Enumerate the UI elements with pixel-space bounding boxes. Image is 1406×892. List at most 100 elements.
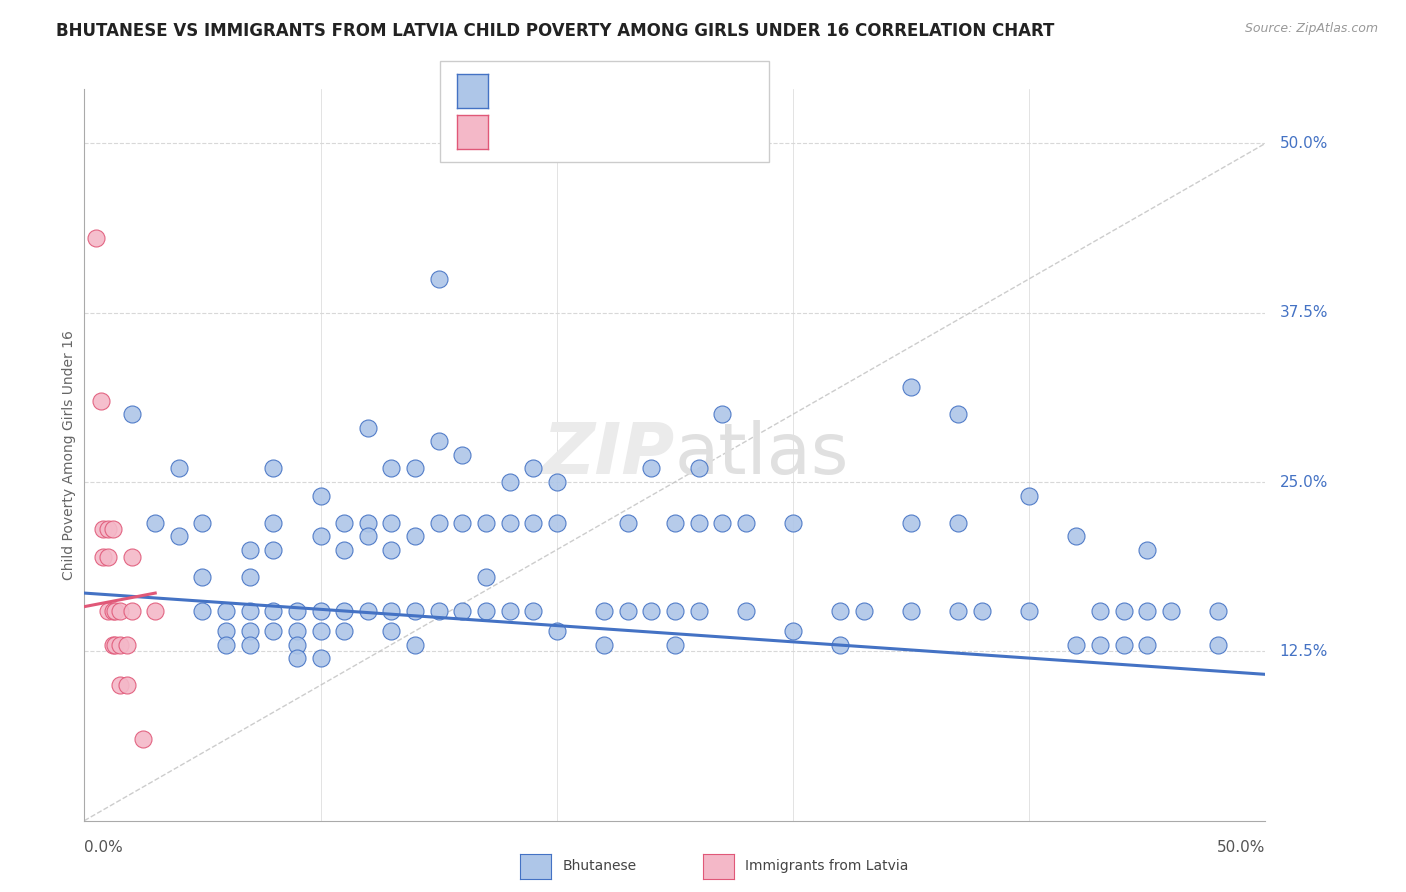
Point xyxy=(1088,604,1111,618)
Point xyxy=(215,604,238,618)
Point xyxy=(522,461,544,475)
Point xyxy=(91,523,114,537)
Point xyxy=(1160,604,1182,618)
Point xyxy=(101,523,124,537)
Point xyxy=(357,604,380,618)
Point xyxy=(711,407,734,421)
Point xyxy=(104,604,127,618)
Point xyxy=(546,624,568,638)
Point xyxy=(97,549,120,564)
Point xyxy=(830,604,852,618)
Point xyxy=(132,732,155,747)
Point xyxy=(948,407,970,421)
Point xyxy=(104,638,127,652)
Point xyxy=(191,570,214,584)
Text: 50.0%: 50.0% xyxy=(1218,840,1265,855)
Point xyxy=(239,638,262,652)
Point xyxy=(215,638,238,652)
Point xyxy=(285,604,308,618)
Point xyxy=(1206,604,1229,618)
Point xyxy=(782,624,804,638)
Point xyxy=(121,549,143,564)
Point xyxy=(734,604,756,618)
Point xyxy=(143,604,166,618)
Point xyxy=(97,604,120,618)
Point xyxy=(167,461,190,475)
Point xyxy=(309,651,332,665)
Point xyxy=(333,604,356,618)
Point xyxy=(285,651,308,665)
Point xyxy=(404,461,426,475)
Point xyxy=(522,516,544,530)
Point xyxy=(239,624,262,638)
Point xyxy=(498,475,520,489)
Text: 25.0%: 25.0% xyxy=(1279,475,1327,490)
Point xyxy=(451,448,474,462)
Point xyxy=(121,604,143,618)
Point xyxy=(239,604,262,618)
Point xyxy=(475,604,498,618)
Point xyxy=(475,570,498,584)
Point xyxy=(593,638,616,652)
Point xyxy=(309,529,332,543)
Point xyxy=(664,516,686,530)
Point xyxy=(380,624,402,638)
Point xyxy=(357,421,380,435)
Point xyxy=(427,516,450,530)
Point xyxy=(1136,604,1159,618)
Point xyxy=(191,604,214,618)
Point xyxy=(262,624,284,638)
Point xyxy=(380,604,402,618)
Point xyxy=(309,489,332,503)
Point xyxy=(333,542,356,557)
Point xyxy=(970,604,993,618)
Point xyxy=(593,604,616,618)
Point xyxy=(121,407,143,421)
Point xyxy=(91,549,114,564)
Point xyxy=(734,516,756,530)
Point xyxy=(664,604,686,618)
Point xyxy=(711,516,734,530)
Point xyxy=(522,604,544,618)
Text: Bhutanese: Bhutanese xyxy=(562,859,637,873)
Point xyxy=(830,638,852,652)
Point xyxy=(215,624,238,638)
Text: ZIP: ZIP xyxy=(543,420,675,490)
Point xyxy=(108,604,131,618)
Point xyxy=(357,516,380,530)
Point xyxy=(475,516,498,530)
Point xyxy=(498,516,520,530)
Point xyxy=(191,516,214,530)
Point xyxy=(640,461,662,475)
Point xyxy=(688,461,710,475)
Point xyxy=(285,624,308,638)
Point xyxy=(1112,638,1135,652)
Text: Source: ZipAtlas.com: Source: ZipAtlas.com xyxy=(1244,22,1378,36)
Text: 50.0%: 50.0% xyxy=(1279,136,1327,151)
Point xyxy=(143,516,166,530)
Point xyxy=(357,529,380,543)
Point xyxy=(451,604,474,618)
Text: Immigrants from Latvia: Immigrants from Latvia xyxy=(745,859,908,873)
Point xyxy=(546,475,568,489)
Point xyxy=(262,604,284,618)
Point xyxy=(427,272,450,286)
Text: 12.5%: 12.5% xyxy=(1279,644,1327,659)
Point xyxy=(1018,489,1040,503)
Point xyxy=(1112,604,1135,618)
Point xyxy=(97,523,120,537)
Point xyxy=(1066,529,1088,543)
Point xyxy=(1066,638,1088,652)
Point xyxy=(380,516,402,530)
Point xyxy=(1018,604,1040,618)
Point xyxy=(616,604,638,618)
Point xyxy=(498,604,520,618)
Point xyxy=(285,638,308,652)
Point xyxy=(1206,638,1229,652)
Point xyxy=(115,678,138,692)
Point xyxy=(900,604,922,618)
Point xyxy=(309,604,332,618)
Point xyxy=(427,604,450,618)
Point xyxy=(1088,638,1111,652)
Point xyxy=(616,516,638,530)
